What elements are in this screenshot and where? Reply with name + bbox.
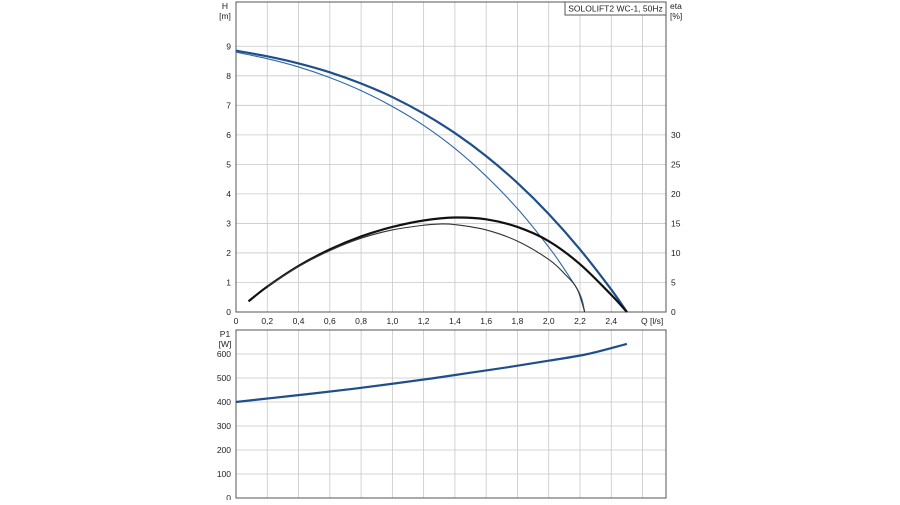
y-right-tick-label: 20 <box>671 189 681 199</box>
x-tick-label: 1,6 <box>480 316 492 326</box>
head-curve-thick <box>235 49 628 313</box>
y-left-tick-label: 6 <box>226 130 231 140</box>
power-axis-label: P1 <box>220 329 231 339</box>
bottom-panel-axis-labels: 0 100 200 300 400 500 600 <box>217 349 231 503</box>
y-right-axis-label: eta <box>670 1 682 11</box>
x-tick-label: 2,4 <box>605 316 617 326</box>
power-tick-label: 100 <box>217 469 231 479</box>
y-right-tick-label: 0 <box>671 307 676 317</box>
power-tick-label: 300 <box>217 421 231 431</box>
power-axis-unit: [W] <box>219 339 232 349</box>
power-tick-label: 500 <box>217 373 231 383</box>
x-tick-label: 0,2 <box>261 316 273 326</box>
y-right-tick-label: 30 <box>671 130 681 140</box>
top-panel-grid <box>236 2 666 312</box>
head-curve-thin <box>235 51 586 313</box>
y-left-axis-label: H <box>222 1 228 11</box>
y-right-tick-label: 5 <box>671 277 676 287</box>
chart-title: SOLOLIFT2 WC-1, 50Hz <box>568 4 662 14</box>
top-panel-frame <box>235 1 667 313</box>
efficiency-curve-thin <box>266 223 586 313</box>
power-tick-label: 400 <box>217 397 231 407</box>
y-right-tick-label: 15 <box>671 218 681 228</box>
power-tick-label: 600 <box>217 349 231 359</box>
y-left-tick-label: 0 <box>226 307 231 317</box>
x-tick-label: 2,2 <box>574 316 586 326</box>
y-left-tick-label: 7 <box>226 100 231 110</box>
top-panel-curves <box>235 49 628 313</box>
power-tick-label: 200 <box>217 445 231 455</box>
y-left-axis-unit: [m] <box>219 11 231 21</box>
y-left-tick-label: 3 <box>226 218 231 228</box>
efficiency-curve-thick <box>247 216 628 313</box>
y-right-tick-label: 10 <box>671 248 681 258</box>
bottom-panel-grid <box>236 330 666 498</box>
y-left-tick-label: 5 <box>226 159 231 169</box>
y-right-axis-unit: [%] <box>670 11 682 21</box>
y-right-tick-label: 25 <box>671 159 681 169</box>
y-left-tick-label: 2 <box>226 248 231 258</box>
power-tick-label: 0 <box>226 493 231 500</box>
power-curve <box>235 342 628 404</box>
x-tick-label: 1,2 <box>418 316 430 326</box>
x-tick-label: 0 <box>234 316 239 326</box>
x-tick-label: 1,4 <box>449 316 461 326</box>
y-left-tick-label: 1 <box>226 277 231 287</box>
chart-title-box <box>564 1 667 16</box>
y-left-tick-label: 4 <box>226 189 231 199</box>
x-tick-label: 1,8 <box>512 316 524 326</box>
top-panel-axis-labels: 0 0,2 0,4 0,6 0,8 1,0 1,2 1,4 1,6 1,8 2,0 2,2 2,4 0 1 2… <box>226 41 680 326</box>
bottom-panel-curves <box>235 342 628 404</box>
x-tick-label: 0,6 <box>324 316 336 326</box>
bottom-panel-frame <box>235 329 667 499</box>
y-left-tick-label: 8 <box>226 71 231 81</box>
x-tick-label: 0,8 <box>355 316 367 326</box>
x-tick-label: 1,0 <box>386 316 398 326</box>
y-left-tick-label: 9 <box>226 41 231 51</box>
x-axis-label: Q [l/s] <box>641 316 663 326</box>
x-tick-label: 0,4 <box>293 316 305 326</box>
x-tick-label: 2,0 <box>543 316 555 326</box>
